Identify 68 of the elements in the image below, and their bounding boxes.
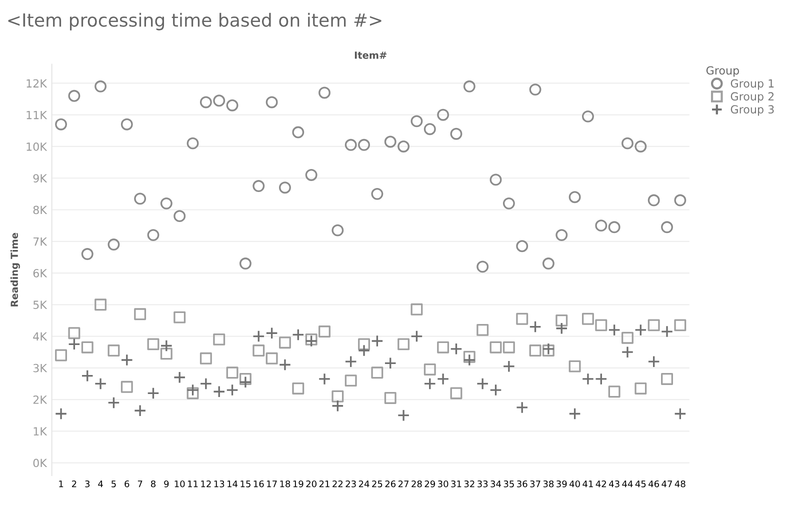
y-tick-label: 3K [33, 364, 48, 372]
x-tick-label: 18 [280, 480, 290, 488]
x-tick-label: 22 [332, 480, 343, 488]
x-tick-label: 26 [385, 480, 396, 488]
x-tick-label: 40 [569, 480, 580, 488]
y-tick-label: 11K [26, 110, 48, 120]
x-tick-label: 44 [622, 480, 633, 488]
x-tick-label: 5 [112, 480, 116, 488]
x-tick-label: 17 [267, 480, 277, 488]
y-tick-label: 6K [33, 268, 48, 278]
x-tick-label: 37 [530, 480, 540, 488]
y-axis-title: Reading Time [10, 232, 20, 306]
x-tick-label: 45 [635, 480, 646, 488]
x-tick-label: 10 [174, 480, 185, 488]
x-tick-label: 24 [358, 480, 370, 488]
x-tick-label: 35 [504, 480, 514, 488]
x-tick-label: 12 [201, 480, 211, 488]
x-tick-label: 28 [412, 480, 422, 488]
x-tick-label: 46 [648, 480, 660, 488]
x-tick-label: 27 [398, 480, 409, 488]
y-tick-label: 1K [34, 427, 48, 436]
x-tick-label: 14 [228, 480, 238, 488]
y-tick-label: 12K [26, 79, 48, 88]
x-axis-title: Item# [354, 52, 387, 59]
x-tick-label: 33 [478, 480, 488, 488]
legend-title: Group [706, 66, 739, 77]
x-tick-label: 29 [424, 480, 435, 488]
x-tick-label: 36 [517, 480, 528, 488]
x-tick-label: 3 [85, 480, 90, 488]
x-tick-label: 8 [150, 480, 156, 488]
y-tick-label: 5K [33, 300, 48, 310]
x-tick-label: 13 [214, 480, 224, 488]
x-tick-label: 15 [240, 480, 250, 488]
legend-label: Group 1 [730, 79, 774, 90]
x-tick-label: 43 [609, 480, 620, 488]
x-tick-label: 20 [306, 480, 316, 488]
y-tick-label: 8K [33, 206, 48, 214]
y-tick-label: 10K [26, 142, 48, 151]
chart-title: <Item processing time based on item #> [8, 12, 382, 30]
x-tick-label: 21 [319, 480, 330, 488]
x-tick-label: 47 [662, 480, 672, 488]
x-tick-label: 30 [438, 480, 448, 488]
y-tick-label: 9K [33, 174, 48, 182]
x-tick-label: 19 [293, 480, 304, 488]
x-tick-label: 34 [490, 480, 501, 488]
x-tick-label: 41 [582, 480, 593, 488]
y-tick-label: 4K [33, 332, 48, 340]
x-tick-label: 7 [138, 480, 142, 488]
legend-label: Group 3 [730, 105, 774, 116]
x-tick-label: 32 [464, 480, 474, 488]
x-tick-label: 6 [124, 480, 130, 488]
x-tick-label: 48 [674, 480, 686, 488]
x-tick-label: 38 [543, 480, 554, 488]
y-tick-label: 0K [33, 458, 48, 468]
x-tick-label: 16 [254, 480, 264, 488]
x-tick-label: 9 [164, 480, 169, 488]
x-tick-label: 39 [556, 480, 567, 488]
y-tick-label: 2K [33, 396, 48, 404]
x-tick-label: 42 [596, 480, 606, 488]
x-tick-label: 4 [98, 480, 103, 488]
x-tick-label: 31 [451, 480, 462, 488]
y-tick-label: 7K [34, 238, 48, 246]
x-tick-label: 25 [372, 480, 382, 488]
x-tick-label: 23 [346, 480, 356, 488]
x-tick-label: 2 [72, 480, 76, 488]
x-tick-label: 11 [188, 480, 198, 488]
legend-label: Group 2 [730, 92, 774, 103]
x-tick-label: 1 [59, 480, 64, 488]
